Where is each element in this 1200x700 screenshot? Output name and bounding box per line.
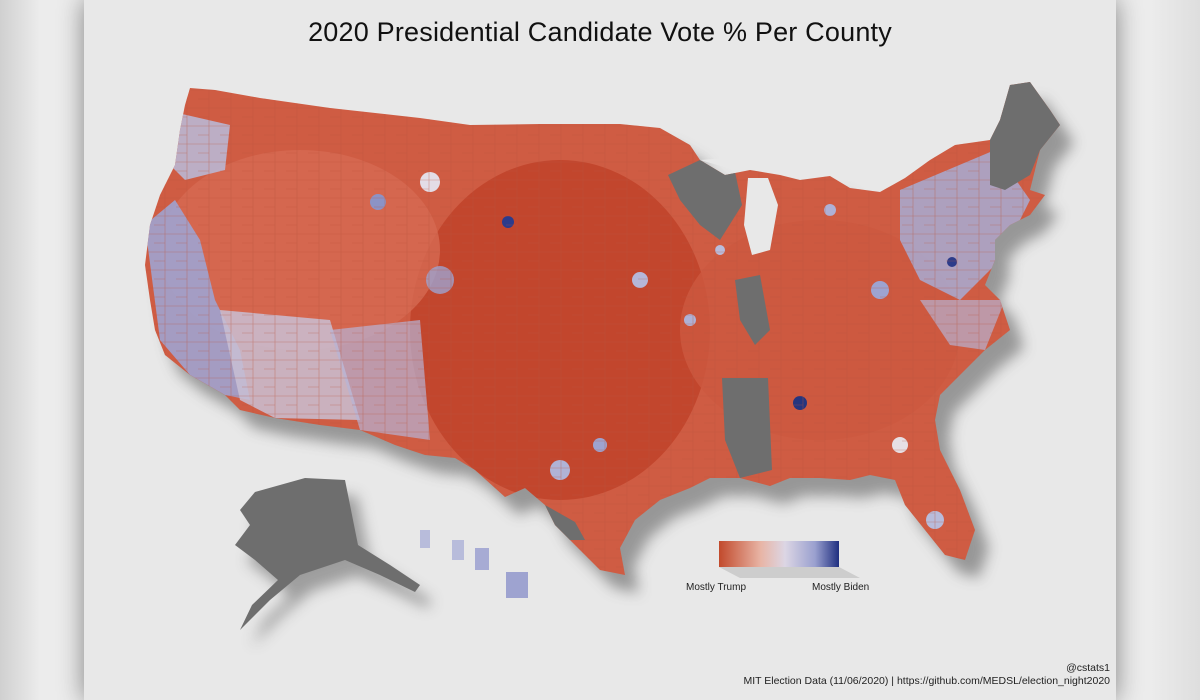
lake-superior <box>700 158 760 170</box>
legend-low-label: Mostly Trump <box>686 582 747 593</box>
map-title: 2020 Presidential Candidate Vote % Per C… <box>308 17 892 47</box>
legend-gradient-bar <box>719 541 839 567</box>
texas-south-no-data <box>545 505 585 540</box>
legend-high-label: Mostly Biden <box>812 582 870 593</box>
maine-no-data <box>990 82 1060 190</box>
illinois-partial-no-data <box>735 275 770 345</box>
mississippi-no-data <box>722 378 772 478</box>
data-source-credit: MIT Election Data (11/06/2020) | https:/… <box>743 675 1110 687</box>
legend-shadow <box>719 567 860 578</box>
alaska-no-data <box>235 478 420 630</box>
author-handle: @cstats1 <box>1066 662 1110 674</box>
hawaii-islands <box>420 530 528 598</box>
wisconsin-no-data <box>668 160 742 240</box>
lake-michigan <box>744 178 778 255</box>
